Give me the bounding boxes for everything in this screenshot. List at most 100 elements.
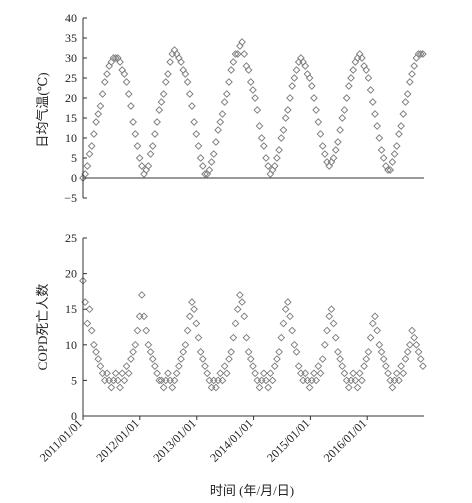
temperature-data-point	[183, 78, 192, 86]
copd-data-point	[161, 376, 170, 385]
copd-data-point	[249, 362, 257, 370]
temperature-data-point	[96, 102, 105, 110]
temperature-data-point	[275, 146, 283, 154]
copd-data-point	[364, 348, 373, 356]
temperature-data-point	[340, 106, 349, 114]
copd-data-point	[124, 369, 133, 378]
copd-data-point	[185, 312, 194, 321]
copd-data-point	[214, 376, 222, 385]
temperature-data-point	[399, 110, 408, 118]
copd-data-point	[240, 312, 249, 321]
copd-data-point	[120, 376, 129, 385]
copd-data-point	[336, 355, 344, 363]
temperature-data-point	[194, 142, 203, 150]
copd-data-point	[103, 369, 111, 378]
copd-data-point	[338, 362, 347, 370]
copd-data-point	[218, 376, 227, 385]
temperature-data-point	[172, 50, 181, 58]
temperature-data-point	[159, 90, 168, 98]
temperature-data-point	[83, 162, 92, 170]
copd-data-point	[377, 348, 386, 356]
temperature-data-point	[277, 134, 286, 142]
temperature-data-point	[238, 38, 246, 46]
temperature-data-point	[251, 94, 259, 102]
copd-data-point	[255, 383, 264, 392]
copd-data-point	[264, 383, 273, 392]
copd-data-point	[114, 376, 122, 385]
temperature-data-point	[292, 66, 301, 74]
temperature-data-point	[358, 54, 366, 62]
temperature-data-point	[397, 122, 405, 130]
temperature-data-point	[140, 170, 148, 178]
copd-data-point	[408, 326, 416, 335]
temperature-y-tick-label: 40	[65, 11, 77, 25]
temperature-y-tick-label: 10	[65, 131, 77, 145]
copd-data-point	[90, 340, 98, 349]
copd-data-point	[144, 340, 153, 349]
temperature-data-point	[94, 110, 103, 118]
temperature-data-point	[310, 94, 318, 102]
copd-data-point	[122, 362, 131, 370]
copd-panel: 25 20 15 10 5 0 2011/01/01 2012/01/01 2013/01/0…	[35, 231, 427, 498]
copd-data-point	[253, 376, 262, 385]
copd-data-point	[157, 376, 166, 385]
copd-points	[79, 276, 427, 392]
temperature-data-point	[379, 154, 388, 162]
copd-data-point	[297, 369, 305, 378]
copd-data-point	[355, 369, 364, 378]
temperature-data-point	[264, 162, 273, 170]
copd-data-point	[155, 376, 164, 385]
temperature-data-point	[412, 54, 421, 62]
temperature-data-point	[212, 138, 220, 146]
x-tick-label: 2012/01/01	[93, 416, 142, 465]
copd-data-point	[168, 383, 177, 392]
temperature-data-point	[233, 50, 242, 58]
temperature-data-point	[177, 58, 185, 66]
copd-data-point	[127, 355, 135, 363]
temperature-data-point	[390, 150, 399, 158]
temperature-data-point	[179, 66, 188, 74]
temperature-data-point	[188, 102, 196, 110]
copd-data-point	[164, 369, 172, 378]
copd-data-point	[395, 376, 403, 385]
copd-data-point	[116, 383, 124, 392]
temperature-data-point	[294, 58, 303, 66]
copd-data-point	[207, 383, 216, 392]
temperature-data-point	[148, 142, 157, 150]
copd-data-point	[301, 369, 310, 378]
copd-y-tick-label: 10	[65, 338, 77, 352]
temperature-data-point	[331, 146, 340, 154]
temperature-data-point	[240, 50, 249, 58]
copd-data-point	[146, 348, 155, 356]
temperature-data-point	[90, 130, 98, 138]
copd-data-point	[331, 333, 340, 342]
temperature-data-point	[151, 130, 159, 138]
copd-data-point	[412, 340, 421, 349]
temperature-data-point	[227, 66, 236, 74]
copd-data-point	[401, 355, 410, 363]
copd-data-point	[236, 291, 244, 299]
temperature-data-point	[201, 170, 209, 178]
copd-data-point	[349, 369, 358, 378]
temperature-data-point	[388, 158, 397, 166]
temperature-y-axis-title: 日均气温(℃)	[35, 72, 50, 147]
temperature-data-point	[137, 162, 146, 170]
temperature-data-point	[375, 134, 384, 142]
copd-data-point	[192, 319, 201, 328]
copd-data-point	[203, 369, 212, 378]
copd-data-point	[340, 369, 349, 378]
temperature-data-point	[244, 66, 253, 74]
temperature-data-point	[257, 134, 266, 142]
copd-data-point	[305, 383, 314, 392]
copd-data-point	[353, 383, 362, 392]
copd-data-point	[262, 376, 270, 385]
temperature-y-ticks: 40 35 30 25 20 15 10 5 0 −5	[64, 11, 87, 205]
copd-data-point	[266, 369, 275, 378]
copd-data-point	[379, 355, 388, 363]
copd-data-point	[303, 376, 312, 385]
copd-data-point	[231, 319, 240, 328]
temperature-y-tick-label: 30	[65, 51, 77, 65]
temperature-y-tick-label: 5	[71, 151, 77, 165]
copd-y-axis-title: COPD死亡人数	[35, 284, 50, 371]
copd-data-point	[181, 340, 190, 349]
